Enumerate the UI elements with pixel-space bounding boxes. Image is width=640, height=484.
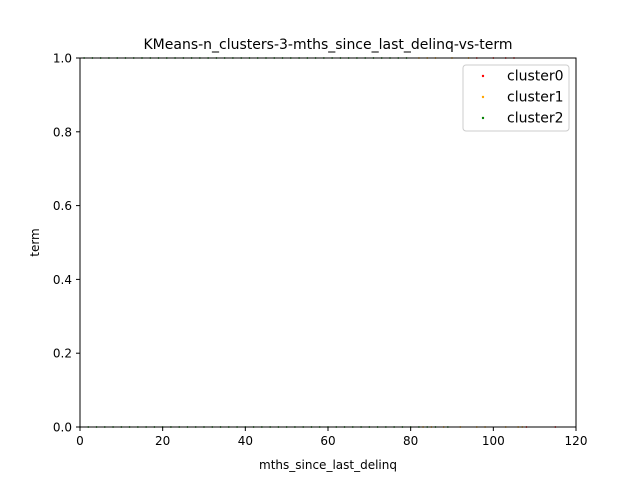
chart-title: KMeans-n_clusters-3-mths_since_last_deli… [144, 37, 513, 53]
legend: cluster0 cluster1 cluster2 [462, 64, 570, 132]
y-tick-label: 1.0 [53, 52, 72, 66]
x-tick-label: 120 [565, 434, 588, 448]
legend-label: cluster0 [507, 69, 564, 85]
x-axis: 0 20 40 60 80 100 120 [76, 427, 587, 448]
y-tick-label: 0.2 [53, 347, 72, 361]
x-tick-label: 20 [155, 434, 170, 448]
x-tick-label: 0 [76, 434, 84, 448]
y-tick-label: 0.8 [53, 125, 72, 139]
legend-box [462, 64, 570, 132]
y-axis-label: term [28, 228, 42, 257]
x-axis-label: mths_since_last_delinq [259, 458, 397, 472]
y-tick-label: 0.6 [53, 199, 72, 213]
legend-marker [481, 74, 485, 78]
legend-items: cluster0 cluster1 cluster2 [481, 69, 564, 127]
x-tick-label: 40 [238, 434, 253, 448]
y-tick-label: 0.0 [53, 421, 72, 435]
y-tick-label: 0.4 [53, 273, 72, 287]
y-axis: 0.0 0.2 0.4 0.6 0.8 1.0 [53, 52, 80, 435]
x-tick-label: 80 [403, 434, 418, 448]
legend-label: cluster1 [507, 90, 564, 106]
legend-marker [481, 116, 485, 120]
x-tick-label: 100 [482, 434, 505, 448]
legend-marker [481, 95, 485, 99]
x-tick-label: 60 [320, 434, 335, 448]
legend-label: cluster2 [507, 111, 564, 127]
